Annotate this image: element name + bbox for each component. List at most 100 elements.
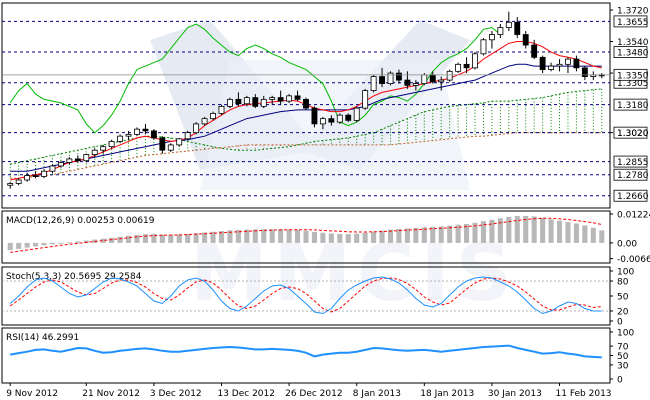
candle-up <box>412 83 419 86</box>
stoch-title: Stoch(5,3,3) 20.5695 29.2584 <box>6 272 142 282</box>
candle-up <box>353 107 360 121</box>
macd-histogram-bar <box>337 233 343 243</box>
candle-up <box>41 170 47 177</box>
macd-histogram-bar <box>345 234 351 243</box>
watermark-mark-right <box>300 20 470 170</box>
macd-histogram-bar <box>7 242 13 250</box>
candle-down <box>303 98 309 109</box>
macd-histogram-bar <box>379 230 385 243</box>
stoch-signal-line <box>9 277 602 313</box>
candle-up <box>227 98 233 107</box>
candle-down <box>396 72 402 81</box>
candle-up <box>49 165 56 172</box>
level-label-box <box>613 46 648 58</box>
candle-up <box>7 183 14 186</box>
macd-histogram-bar <box>176 234 182 243</box>
macd-y-tick-label: 0.00 <box>617 239 637 249</box>
macd-histogram-bar <box>41 242 47 246</box>
level-label-box <box>613 15 648 28</box>
candle-up <box>556 63 563 67</box>
macd-histogram-bar <box>303 230 309 243</box>
macd-title: MACD(12,26,9) 0.00253 0.00619 <box>6 216 155 226</box>
macd-histogram-bar <box>371 231 377 243</box>
candle-down <box>311 107 318 125</box>
macd-histogram-bar <box>278 229 284 243</box>
candle-up <box>421 74 428 84</box>
macd-histogram-bar <box>235 229 241 243</box>
candle-down <box>328 118 335 123</box>
macd-histogram-bar <box>117 236 123 243</box>
stoch-y-tick-label: 20 <box>617 308 629 318</box>
x-tick-label: 21 Nov 2012 <box>82 389 140 399</box>
candle-up <box>117 135 124 142</box>
rsi-y-tick-label: 100 <box>617 329 634 339</box>
stoch-y-tick-label: 100 <box>617 268 634 278</box>
macd-histogram-bar <box>506 216 512 243</box>
macd-histogram-bar <box>387 229 394 243</box>
macd-histogram-bar <box>311 232 317 243</box>
candle-up <box>438 79 445 83</box>
candle-up <box>24 175 31 181</box>
candle-up <box>565 58 571 65</box>
candle-up <box>480 39 487 55</box>
macd-histogram-bar <box>33 242 39 247</box>
macd-histogram-bar <box>109 237 115 243</box>
y-tick-label: 1.3540 <box>617 38 649 48</box>
price-panel-frame <box>1 2 611 209</box>
level-label: 1.3020 <box>617 129 649 139</box>
candle-down <box>581 67 588 77</box>
candle-up <box>176 138 183 146</box>
candle-up <box>57 162 64 167</box>
macd-histogram-bar <box>582 225 588 243</box>
current-price-box <box>613 68 648 81</box>
x-tick-label: 8 Jan 2013 <box>353 389 401 399</box>
macd-histogram-bar <box>421 227 427 243</box>
macd-histogram-bar <box>58 242 64 244</box>
current-price-label: 1.3350 <box>617 71 649 81</box>
candle-down <box>379 76 385 84</box>
candle-down <box>463 63 470 69</box>
macd-histogram-bar <box>16 242 22 249</box>
candle-up <box>472 53 478 69</box>
macd-histogram-bar <box>295 229 301 243</box>
rsi-y-tick-label: 30 <box>617 361 629 371</box>
level-label-box <box>613 189 648 202</box>
stoch-main-line <box>9 276 602 315</box>
rsi-y-tick-label: 0 <box>617 376 623 386</box>
macd-histogram-bar <box>320 232 326 243</box>
macd-histogram-bar <box>159 234 165 243</box>
candle-down <box>531 44 538 58</box>
macd-histogram-bar <box>286 229 292 243</box>
watermark-mark-left <box>150 20 320 170</box>
macd-histogram-bar <box>49 242 56 245</box>
x-tick-label: 3 Dec 2012 <box>150 389 202 399</box>
candle-up <box>66 158 73 163</box>
x-tick-label: 9 Nov 2012 <box>6 389 58 399</box>
x-tick-label: 30 Jan 2013 <box>488 389 542 399</box>
macd-histogram-bar <box>455 224 461 243</box>
candle-down <box>573 58 580 69</box>
macd-histogram-bar <box>328 233 334 243</box>
macd-histogram-bar <box>126 235 132 243</box>
level-label-box <box>613 98 648 111</box>
macd-histogram-bar <box>75 241 81 243</box>
macd-signal-line <box>10 217 602 253</box>
rsi-y-tick-label: 50 <box>617 352 629 362</box>
candle-up <box>362 90 369 109</box>
macd-histogram-bar <box>24 242 30 248</box>
y-tick-label: 1.3020 <box>617 129 649 139</box>
macd-histogram-bar <box>464 224 470 243</box>
candle-up <box>15 179 22 184</box>
candle-down <box>277 97 284 102</box>
macd-histogram-bar <box>168 234 174 243</box>
candle-up <box>201 118 208 125</box>
candle-down <box>150 130 157 139</box>
watermark-mark-center <box>200 60 470 190</box>
candle-up <box>446 70 453 81</box>
candle-up <box>91 149 98 155</box>
chikou-span-line <box>9 23 501 134</box>
candle-up <box>100 146 107 151</box>
candle-up <box>387 72 394 84</box>
macd-y-tick-label: 0.01224 <box>617 210 650 220</box>
